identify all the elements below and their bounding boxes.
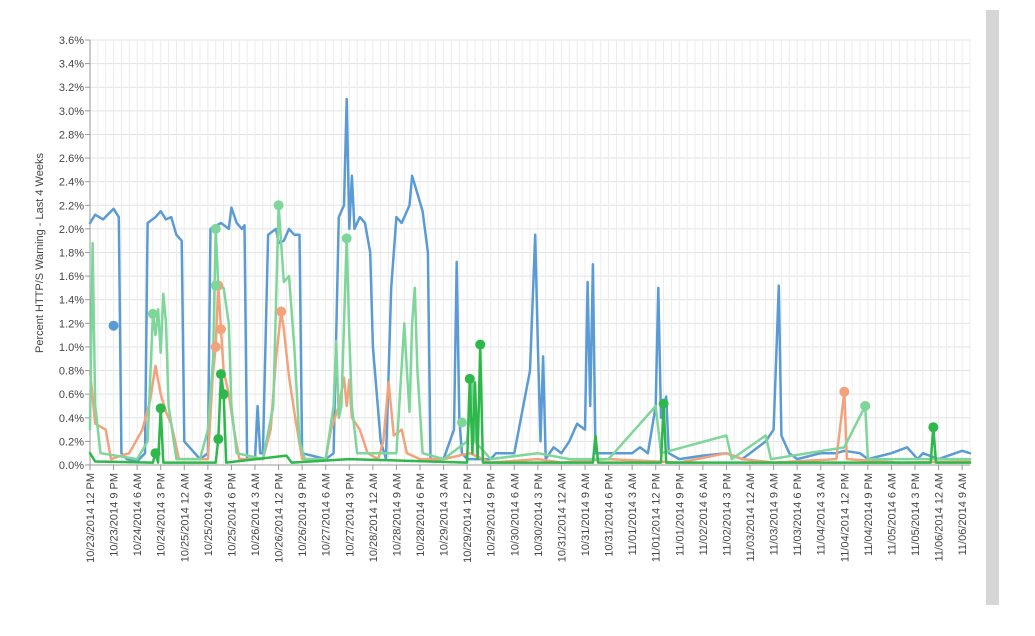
x-tick-label: 11/05/2014 3 PM (910, 473, 922, 556)
y-tick-label: 2.4% (59, 177, 84, 189)
x-tick-label: 11/01/2014 3 AM (627, 473, 639, 555)
vertical-scrollbar[interactable] (986, 10, 999, 605)
y-tick-label: 0.2% (59, 436, 84, 448)
x-tick-label: 10/28/2014 9 AM (391, 473, 403, 556)
y-tick-label: 2.8% (59, 129, 84, 141)
x-tick-label: 10/28/2014 6 PM (415, 473, 427, 557)
x-tick-label: 10/23/2014 9 PM (109, 473, 121, 557)
x-tick-label: 10/27/2014 3 PM (344, 473, 356, 557)
y-tick-label: 0.6% (59, 389, 84, 401)
y-tick-label: 2.6% (59, 153, 84, 165)
y-axis-ticks: 0.0% 0.2% 0.4% 0.6% 0.8% 1.0% 1.2% 1.4% 1.6% 1.8%… (59, 35, 90, 472)
x-tick-label: 10/31/2014 9 AM (580, 473, 592, 556)
series-point-3 (860, 400, 871, 411)
y-tick-label: 2.0% (59, 224, 84, 236)
x-tick-label: 11/03/2014 9 AM (769, 473, 781, 555)
series-point-4 (475, 339, 486, 350)
series-point-4 (658, 398, 669, 409)
y-tick-label: 1.2% (59, 318, 84, 330)
series-point-2 (210, 341, 221, 352)
series-point-2 (839, 386, 850, 397)
x-tick-label: 10/24/2014 6 AM (132, 473, 144, 556)
series-point-4 (155, 403, 166, 414)
x-tick-label: 10/25/2014 9 AM (203, 473, 215, 556)
series-point (108, 320, 119, 331)
y-tick-label: 3.2% (59, 82, 84, 94)
x-tick-label: 11/01/2014 12 PM (651, 473, 663, 562)
x-axis-ticks: 10/23/2014 12 PM 10/23/2014 9 PM 10/24/201… (85, 465, 969, 563)
series-point (456, 417, 467, 428)
series-line-3 (88, 204, 972, 461)
x-tick-label: 11/02/2014 6 AM (698, 473, 710, 555)
x-tick-label: 10/23/2014 12 PM (85, 473, 97, 563)
y-tick-label: 3.6% (59, 35, 84, 47)
x-tick-label: 10/25/2014 6 PM (226, 473, 238, 557)
chart-grid (89, 39, 971, 466)
chart-markers (108, 200, 939, 459)
x-tick-label: 10/25/2014 12 AM (179, 473, 191, 562)
y-tick-label: 3.0% (59, 106, 84, 118)
y-tick-label: 0.8% (59, 366, 84, 378)
y-axis-title: Percent HTTP/S Warning - Last 4 Weeks (34, 153, 46, 353)
x-tick-label: 10/28/2014 12 AM (368, 473, 380, 562)
x-tick-label: 11/04/2014 12 PM (839, 473, 851, 562)
x-tick-label: 10/24/2014 3 PM (156, 473, 168, 557)
series-point-3 (210, 223, 221, 234)
series-point-4 (150, 448, 161, 459)
series-point-4 (928, 422, 939, 433)
series-point-2 (276, 306, 287, 317)
y-tick-label: 0.0% (59, 460, 84, 472)
series-point-3 (210, 280, 221, 291)
x-tick-label: 11/01/2014 9 PM (674, 473, 686, 556)
x-tick-label: 10/27/2014 6 AM (321, 473, 333, 556)
y-tick-label: 0.4% (59, 413, 84, 425)
x-tick-label: 10/29/2014 9 PM (486, 473, 498, 557)
x-tick-label: 11/04/2014 9 PM (863, 473, 875, 556)
x-tick-label: 11/05/2014 6 AM (886, 473, 898, 555)
y-tick-label: 1.6% (59, 271, 84, 283)
x-tick-label: 10/30/2014 6 AM (509, 473, 521, 556)
series-point-3 (341, 233, 352, 244)
y-tick-label: 3.4% (59, 59, 84, 71)
series-point-2 (215, 324, 226, 335)
series-point-4 (218, 389, 229, 400)
x-tick-label: 11/04/2014 3 AM (816, 473, 828, 555)
x-tick-label: 11/06/2014 9 AM (957, 473, 969, 555)
series-point-4 (464, 373, 475, 384)
y-tick-label: 1.8% (59, 248, 84, 260)
x-tick-label: 10/26/2014 3 AM (250, 473, 262, 556)
x-tick-label: 11/03/2014 12 AM (745, 473, 757, 561)
x-tick-label: 11/03/2014 6 PM (792, 473, 804, 556)
x-tick-label: 11/02/2014 3 PM (721, 473, 733, 556)
y-tick-label: 2.2% (59, 200, 84, 212)
y-tick-label: 1.4% (59, 295, 84, 307)
x-tick-label: 10/31/2014 6 PM (604, 473, 616, 557)
series-point-3 (273, 200, 284, 211)
series-point-3 (147, 308, 158, 319)
x-tick-label: 10/29/2014 3 AM (439, 473, 451, 556)
series-point-4 (213, 434, 224, 445)
series-point-4 (215, 369, 226, 380)
x-tick-label: 11/06/2014 12 AM (934, 473, 946, 561)
x-tick-label: 10/31/2014 12 AM (556, 473, 568, 562)
series-line-4 (88, 343, 972, 464)
x-tick-label: 10/26/2014 9 PM (297, 473, 309, 557)
x-tick-label: 10/29/2014 12 PM (462, 473, 474, 563)
x-tick-label: 10/30/2014 3 PM (533, 473, 545, 557)
y-tick-label: 1.0% (59, 342, 84, 354)
x-tick-label: 10/26/2014 12 PM (274, 473, 286, 563)
